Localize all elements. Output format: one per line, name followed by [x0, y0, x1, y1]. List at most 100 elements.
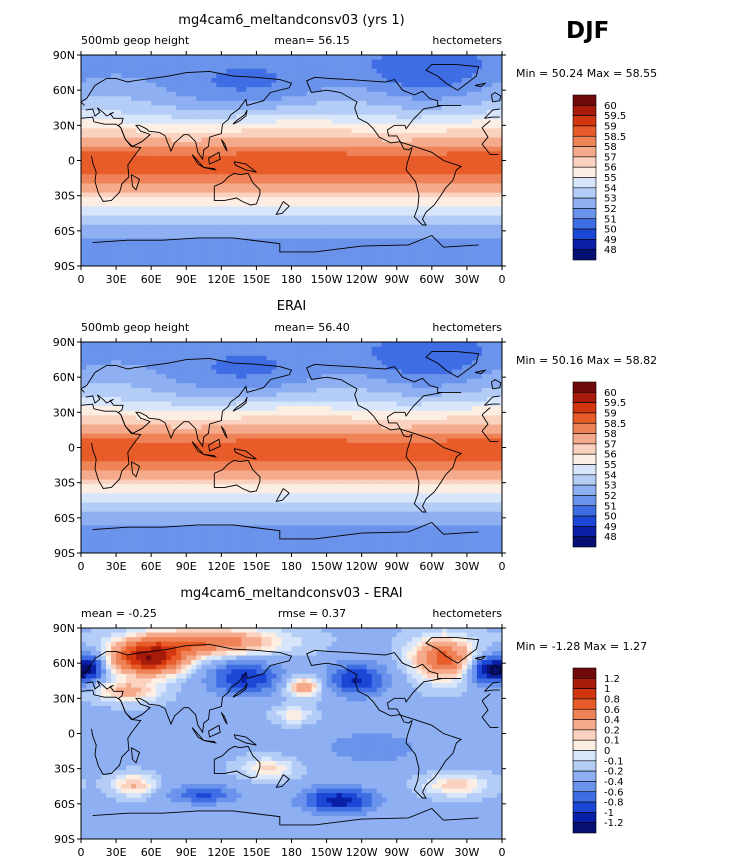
colorbar-label: 55	[604, 460, 617, 471]
y-tick-label: 60N	[53, 84, 75, 97]
map-field	[81, 628, 502, 839]
colorbar-label: -0.8	[604, 798, 624, 809]
x-tick-label: 30W	[454, 846, 479, 859]
colorbar-swatch	[572, 166, 597, 178]
colorbar-swatch	[572, 218, 597, 230]
colorbar-swatch	[572, 698, 597, 710]
colorbar-label: -1.2	[604, 818, 624, 829]
colorbar-swatch	[572, 739, 597, 751]
colorbar-label: 59.5	[604, 398, 626, 409]
colorbar-label: 0	[604, 746, 610, 757]
colorbar-label: 57	[604, 152, 617, 163]
colorbar-swatch	[572, 239, 597, 250]
panel-title: mg4cam6_meltandconsv03 (yrs 1)	[178, 13, 404, 28]
x-tick-label: 60W	[419, 846, 444, 859]
x-tick-label: 120E	[207, 273, 235, 286]
x-tick-label: 60E	[141, 273, 162, 286]
colorbar-swatch	[572, 135, 597, 147]
coastlines	[81, 350, 502, 540]
colorbar-swatch	[572, 484, 597, 496]
panel-minmax: Min = 50.16 Max = 58.82	[516, 354, 657, 367]
y-tick-label: 30S	[54, 190, 75, 203]
colorbar-swatch	[572, 770, 597, 782]
colorbar-label: 49	[604, 522, 617, 533]
colorbar-label: 51	[604, 501, 617, 512]
colorbar-swatch	[572, 115, 597, 127]
x-tick-label: 150E	[242, 273, 270, 286]
x-tick-label: 90E	[176, 273, 197, 286]
colorbar-label: 0.4	[604, 715, 620, 726]
y-tick-label: 30N	[53, 692, 75, 705]
colorbar-swatch	[572, 208, 597, 220]
colorbar-label: -0.6	[604, 787, 624, 798]
colorbar-label: 56	[604, 450, 617, 461]
y-tick-label: 90S	[54, 547, 75, 560]
x-tick-label: 60W	[419, 273, 444, 286]
colorbar-label: 58	[604, 429, 617, 440]
panel-minmax: Min = -1.28 Max = 1.27	[516, 640, 647, 653]
y-tick-label: 30S	[54, 477, 75, 490]
x-tick-label: 150E	[242, 560, 270, 573]
colorbar-swatch	[572, 197, 597, 209]
x-tick-label: 30E	[106, 273, 127, 286]
colorbar-label: 53	[604, 194, 617, 205]
x-tick-label: 0	[499, 846, 506, 859]
y-tick-label: 60N	[53, 657, 75, 670]
x-tick-label: 30W	[454, 560, 479, 573]
y-tick-label: 0	[68, 728, 75, 741]
y-tick-label: 0	[68, 442, 75, 455]
x-tick-label: 120E	[207, 846, 235, 859]
y-tick-label: 30N	[53, 406, 75, 419]
panel-left-label: mean = -0.25	[81, 607, 157, 620]
colorbar-swatch	[572, 146, 597, 158]
x-tick-label: 0	[78, 273, 85, 286]
colorbar-label: 60	[604, 388, 617, 399]
colorbar-label: 58.5	[604, 419, 626, 430]
coastlines	[81, 63, 502, 253]
colorbar-swatch	[572, 536, 597, 548]
panel-center-label: rmse = 0.37	[278, 607, 346, 620]
colorbar-swatch	[572, 760, 597, 772]
x-tick-label: 120W	[346, 560, 378, 573]
colorbar-swatch	[572, 443, 597, 455]
colorbar-swatch	[572, 719, 597, 731]
colorbar-label: 53	[604, 481, 617, 492]
panel-2: ERAI 500mb geop height mean= 56.40 hectomet…	[53, 299, 657, 573]
colorbar-swatch	[572, 422, 597, 434]
panel-right-label: hectometers	[432, 321, 502, 334]
colorbar-label: 56	[604, 163, 617, 174]
panel-left-label: 500mb geop height	[81, 321, 190, 334]
y-tick-label: 90N	[53, 622, 75, 635]
panel-3: mg4cam6_meltandconsv03 - ERAI mean = -0.2…	[53, 586, 647, 859]
x-tick-label: 90W	[384, 273, 409, 286]
colorbar-swatch	[572, 678, 597, 689]
colorbar-label: 54	[604, 470, 617, 481]
colorbar-swatch	[572, 156, 597, 168]
x-tick-label: 90W	[384, 560, 409, 573]
y-tick-label: 30N	[53, 119, 75, 132]
colorbar-swatch	[572, 505, 597, 517]
colorbar-swatch	[572, 381, 597, 393]
x-tick-label: 30W	[454, 273, 479, 286]
colorbar-label: 59	[604, 408, 617, 419]
y-tick-label: 60S	[54, 225, 75, 238]
colorbar-swatch	[572, 412, 597, 424]
colorbar-label: 59	[604, 121, 617, 132]
x-tick-label: 120W	[346, 273, 378, 286]
season-label: DJF	[566, 18, 609, 44]
colorbar-swatch	[572, 402, 597, 414]
y-tick-label: 90S	[54, 833, 75, 846]
y-tick-label: 30S	[54, 763, 75, 776]
colorbar-swatch	[572, 433, 597, 445]
colorbar-label: 58	[604, 142, 617, 153]
colorbar-swatch	[572, 94, 597, 106]
x-tick-label: 120W	[346, 846, 378, 859]
colorbar-swatch	[572, 464, 597, 476]
x-tick-label: 150W	[311, 846, 343, 859]
x-tick-label: 30E	[106, 846, 127, 859]
colorbar-label: 0.2	[604, 725, 620, 736]
coastlines	[81, 636, 502, 826]
x-tick-label: 60E	[141, 560, 162, 573]
x-tick-label: 30E	[106, 560, 127, 573]
